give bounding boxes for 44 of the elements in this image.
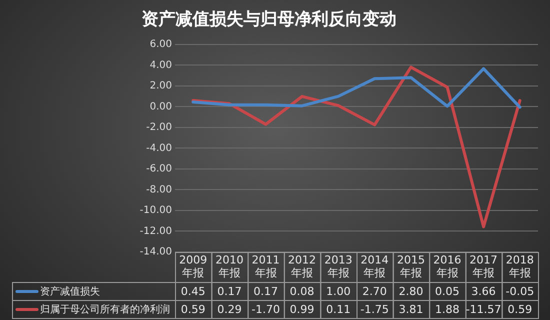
y-tick-label: 0.00 <box>150 101 172 112</box>
x-tick-label: 2014 年报 <box>360 253 389 280</box>
data-label: 2.80 <box>398 284 424 298</box>
x-tick-label: 2013 年报 <box>324 253 352 280</box>
data-label: 0.05 <box>435 284 460 298</box>
x-tick-label: 2018 年报 <box>506 253 534 280</box>
x-tick-label: 2009 年报 <box>179 253 208 280</box>
data-label: 2.70 <box>362 284 387 298</box>
data-label: 3.81 <box>398 302 424 316</box>
data-label: 0.17 <box>217 284 242 298</box>
x-tick-label: 2010 年报 <box>215 253 244 280</box>
data-label: 0.08 <box>290 284 314 298</box>
x-tick-label: 2011 年报 <box>252 253 280 280</box>
y-tick-label: -10.00 <box>140 205 172 216</box>
data-label: 1.00 <box>326 284 351 298</box>
data-label: 0.45 <box>180 284 206 298</box>
legend-label: 资产减值损失 <box>40 286 100 298</box>
y-tick-label: -12.00 <box>140 226 172 237</box>
data-label: -1.75 <box>360 302 389 316</box>
x-tick-label: 2012 年报 <box>288 253 316 280</box>
y-tick-label: -14.00 <box>140 246 172 258</box>
x-tick-label: 2016 年报 <box>433 253 462 280</box>
y-tick-label: 2.00 <box>150 80 172 92</box>
data-label: 0.11 <box>326 302 351 316</box>
data-label: 0.17 <box>254 284 278 298</box>
data-label: -11.57 <box>466 302 502 316</box>
legend-label: 归属于母公司所有者的净利润 <box>40 304 170 316</box>
y-tick-label: -4.00 <box>146 142 172 154</box>
y-tick-label: -8.00 <box>146 184 172 196</box>
chart-title: 资产减值损失与归母净利反向变动 <box>142 10 396 30</box>
data-label: -0.05 <box>506 284 534 298</box>
x-tick-label: 2015 年报 <box>396 253 425 280</box>
y-tick-label: 6.00 <box>150 38 172 50</box>
y-tick-label: -2.00 <box>146 122 172 134</box>
y-tick-label: 4.00 <box>150 60 172 71</box>
data-label: 0.59 <box>180 302 206 316</box>
data-label: 0.29 <box>217 302 242 316</box>
data-label: 1.88 <box>435 302 460 316</box>
data-label: 0.59 <box>508 302 532 316</box>
x-tick-label: 2017 年报 <box>470 253 498 280</box>
data-label: 3.66 <box>471 284 496 298</box>
data-label: 0.99 <box>290 302 314 316</box>
y-tick-label: -6.00 <box>146 164 172 175</box>
data-label: -1.70 <box>252 302 280 316</box>
